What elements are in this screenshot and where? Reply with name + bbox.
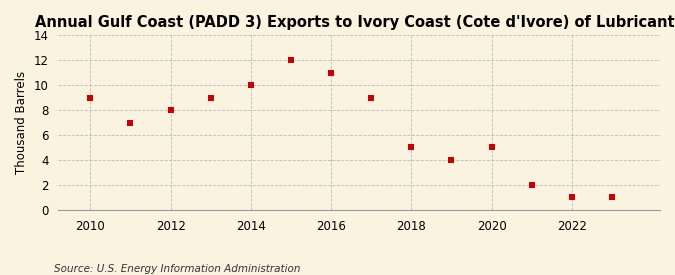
Point	[566, 195, 577, 200]
Point	[205, 95, 216, 100]
Y-axis label: Thousand Barrels: Thousand Barrels	[15, 71, 28, 174]
Point	[606, 195, 617, 200]
Point	[446, 158, 457, 162]
Point	[85, 95, 96, 100]
Text: Source: U.S. Energy Information Administration: Source: U.S. Energy Information Administ…	[54, 264, 300, 274]
Point	[125, 120, 136, 125]
Point	[325, 70, 336, 75]
Point	[366, 95, 377, 100]
Point	[246, 83, 256, 87]
Point	[526, 183, 537, 187]
Point	[286, 58, 296, 62]
Title: Annual Gulf Coast (PADD 3) Exports to Ivory Coast (Cote d'Ivore) of Lubricants: Annual Gulf Coast (PADD 3) Exports to Iv…	[35, 15, 675, 30]
Point	[406, 145, 416, 150]
Point	[165, 108, 176, 112]
Point	[486, 145, 497, 150]
